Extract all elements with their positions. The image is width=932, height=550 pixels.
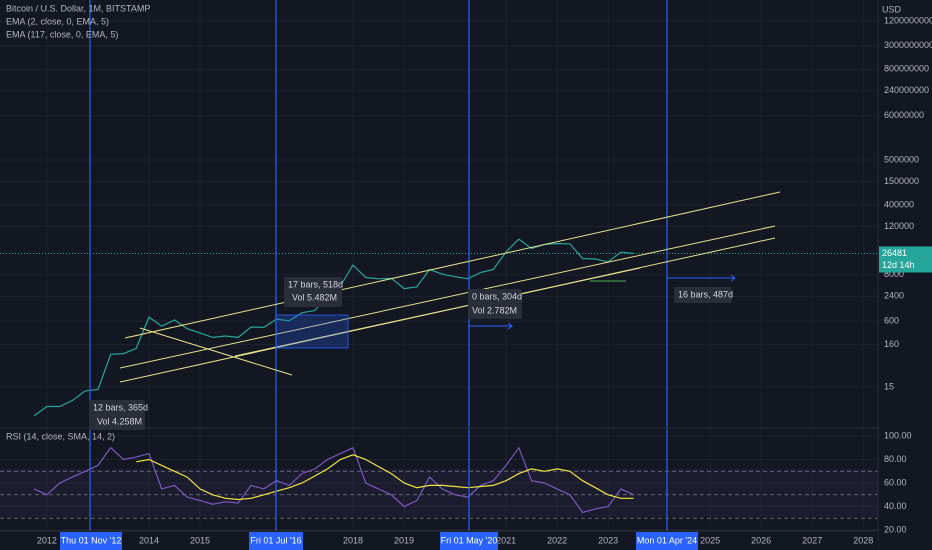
x-tick-label: 2021 — [496, 535, 516, 545]
x-tick-label: 2015 — [190, 535, 210, 545]
y-tick-label: 800000000 — [884, 64, 929, 74]
y-tick-label: 80.00 — [884, 454, 907, 464]
price-axis — [878, 0, 932, 550]
arrows — [469, 274, 736, 330]
indicator-label: EMA (2, close, 0, EMA, 5) — [6, 16, 109, 26]
y-tick-label: 120000 — [884, 221, 914, 231]
date-label-bg — [440, 532, 498, 550]
measure-label: 0 bars, 304d — [472, 291, 522, 301]
trend-line — [119, 225, 776, 369]
y-tick-label: 100.00 — [884, 430, 912, 440]
y-tick-label: 5000000 — [884, 154, 919, 164]
measure-label: Vol 4.258M — [97, 416, 142, 426]
y-tick-label: 15 — [884, 381, 894, 391]
trend-line — [124, 191, 781, 339]
vertical-lines — [89, 0, 668, 531]
measure-label: 16 bars, 487d — [678, 289, 733, 299]
currency-label: USD — [882, 4, 902, 14]
time-axis — [0, 531, 878, 550]
date-label: Fri 01 May '20 — [441, 535, 498, 545]
measure-label-bg — [674, 287, 732, 303]
date-label-bg — [636, 532, 698, 550]
y-tick-label: 2400 — [884, 291, 904, 301]
indicator-label: EMA (117, close, 0, EMA, 5) — [6, 29, 118, 39]
series-line — [33, 446, 634, 514]
rsi-title: RSI (14, close, SMA, 14, 2) — [6, 431, 115, 441]
arrow — [469, 322, 513, 330]
rsi-band — [0, 469, 878, 517]
x-tick-label: 2025 — [700, 535, 720, 545]
trend-line — [234, 267, 641, 357]
date-labels: Thu 01 Nov '12 Fri 01 Jul '16 Fri 01 May… — [60, 532, 698, 550]
x-tick-label: 2023 — [598, 535, 618, 545]
measure-label: 12 bars, 365d — [93, 402, 148, 412]
y-tick-label: 60.00 — [884, 477, 907, 487]
y-tick-label: 160 — [884, 339, 899, 349]
x-tick-label: 2022 — [547, 535, 567, 545]
measure-labels: 12 bars, 365d Vol 4.258M 17 bars, 518d V… — [89, 277, 733, 430]
arrow — [667, 274, 736, 282]
measure-label: Vol 5.482M — [292, 292, 337, 302]
y-tick-label: 1500000 — [884, 176, 919, 186]
y-tick-label: 8000 — [884, 269, 904, 279]
x-tick-label: 2018 — [343, 535, 363, 545]
countdown: 12d 14h — [882, 260, 915, 270]
y-tick-label: 12000000000 — [884, 15, 932, 25]
measure-label: 17 bars, 518d — [288, 279, 343, 289]
axes: 12000000000 3000000000 800000000 240000000 6… — [37, 15, 932, 545]
series-line — [136, 454, 634, 501]
y-tick-label: 600 — [884, 315, 899, 325]
last-price-tag — [879, 246, 932, 273]
x-tick-label: 2028 — [853, 535, 873, 545]
chart-title: Bitcoin / U.S. Dollar, 1M, BITSTAMP — [6, 3, 150, 13]
date-label: Mon 01 Apr '24 — [637, 535, 697, 545]
measure-box — [275, 314, 349, 349]
x-tick-label: 2027 — [802, 535, 822, 545]
x-tick-label: 2012 — [37, 535, 57, 545]
x-tick-label: 2014 — [139, 535, 159, 545]
measure-label-bg — [468, 289, 522, 319]
x-tick-label: 2019 — [394, 535, 414, 545]
last-price: 26481 — [882, 248, 907, 258]
x-tick-label: 2026 — [751, 535, 771, 545]
y-tick-label: 3000000000 — [884, 40, 932, 50]
y-tick-label: 40.00 — [884, 501, 907, 511]
y-tick-label: 60000000 — [884, 110, 924, 120]
measure-label-bg — [284, 277, 342, 307]
y-tick-label: 240000000 — [884, 85, 929, 95]
measure-label-bg — [89, 400, 145, 430]
y-tick-label: 20.00 — [884, 524, 907, 534]
measure-label: Vol 2.782M — [472, 305, 517, 315]
date-label: Fri 01 Jul '16 — [250, 535, 301, 545]
trend-lines — [119, 191, 781, 383]
date-label-bg — [249, 532, 303, 550]
date-label-bg — [60, 532, 122, 550]
y-tick-label: 400000 — [884, 199, 914, 209]
trend-line — [139, 327, 293, 376]
date-label: Thu 01 Nov '12 — [61, 535, 122, 545]
